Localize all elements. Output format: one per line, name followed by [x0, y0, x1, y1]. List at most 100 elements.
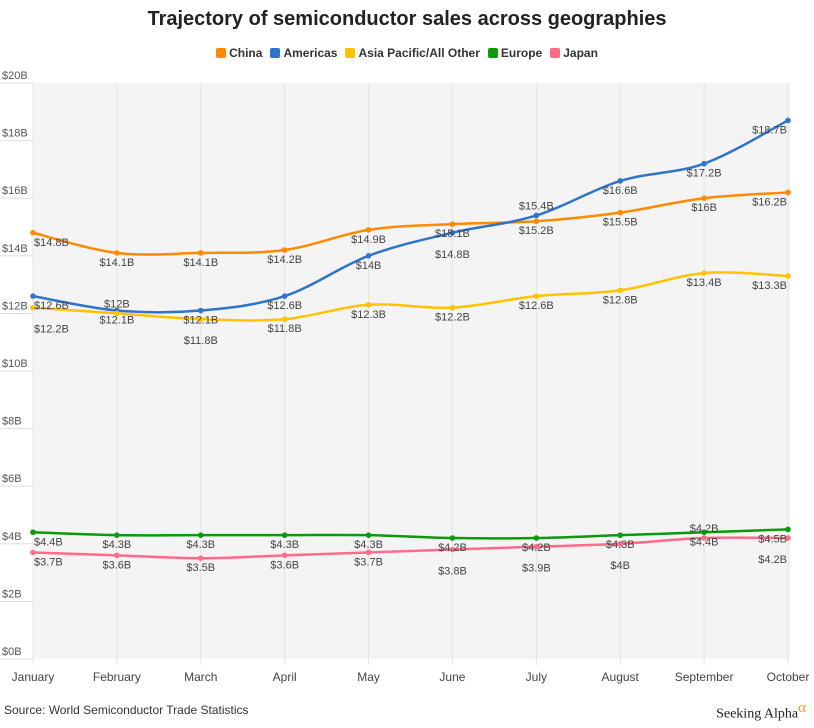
y-tick-label: $8B [2, 416, 22, 428]
data-label: $16B [691, 202, 717, 214]
y-tick-label: $14B [2, 243, 28, 255]
data-point [365, 549, 372, 556]
data-label: $14.1B [183, 257, 218, 269]
data-point [701, 529, 707, 536]
x-tick-label: May [357, 670, 380, 684]
legend-item[interactable]: China [216, 46, 262, 60]
x-tick-label: April [273, 670, 297, 684]
data-label: $16.6B [603, 185, 638, 197]
y-tick-label: $2B [2, 588, 22, 600]
legend-swatch [345, 48, 356, 58]
data-label: $4.3B [606, 539, 635, 551]
data-point [449, 546, 456, 553]
legend-label: Americas [283, 46, 338, 60]
data-label: $3.9B [522, 563, 551, 575]
data-label: $14.2B [267, 254, 302, 266]
legend-item[interactable]: Asia Pacific/All Other [345, 46, 480, 60]
data-label: $12.3B [351, 309, 386, 321]
legend-label: Europe [500, 46, 543, 60]
data-point [785, 273, 791, 279]
data-point [785, 189, 791, 196]
data-label: $4.3B [103, 539, 132, 551]
data-point [365, 532, 372, 538]
data-label: $3.6B [270, 559, 299, 571]
data-label: $4.5B [758, 533, 787, 545]
data-label: $12.6B [267, 300, 302, 312]
legend-label: Japan [563, 46, 598, 60]
y-tick-label: $6B [2, 473, 22, 485]
data-label: $14.8B [435, 249, 470, 261]
data-label: $14.1B [99, 257, 134, 269]
data-point [785, 535, 791, 541]
data-point [197, 307, 204, 314]
series-line [32, 528, 789, 540]
data-point [30, 529, 36, 536]
data-label: $4B [610, 560, 630, 572]
data-label: $4.2B [522, 542, 551, 554]
y-tick-label: $16B [2, 185, 28, 197]
legend-label: Asia Pacific/All Other [358, 46, 480, 60]
y-tick-label: $18B [2, 128, 28, 140]
data-label: $4.3B [354, 539, 383, 551]
data-label: $4.3B [270, 539, 299, 551]
x-tick-label: October [767, 670, 810, 684]
x-tick-label: June [439, 670, 465, 684]
data-label: $15.4B [519, 200, 554, 212]
x-tick-label: January [12, 670, 55, 684]
data-label: $14.9B [351, 234, 386, 246]
data-point [30, 304, 36, 311]
data-point [785, 526, 791, 533]
data-label: $12B [104, 298, 130, 310]
data-point [197, 316, 204, 322]
data-point [701, 270, 707, 276]
data-point [365, 227, 372, 233]
data-point [197, 532, 204, 538]
data-point [449, 535, 456, 541]
data-point [281, 247, 288, 253]
data-label: $4.4B [34, 536, 63, 548]
data-point [281, 552, 288, 559]
data-point [197, 555, 204, 561]
data-point [365, 301, 372, 308]
data-point [701, 160, 707, 167]
legend-label: China [229, 46, 263, 60]
data-point [533, 212, 540, 219]
data-point [114, 310, 120, 317]
data-label: $14.8B [34, 237, 69, 249]
data-label: $4.4B [690, 536, 719, 548]
data-point [449, 221, 456, 227]
data-label: $12.6B [34, 300, 69, 312]
legend-item[interactable]: Americas [270, 46, 337, 60]
data-point [114, 552, 120, 559]
y-tick-label: $0B [2, 646, 22, 658]
legend: China Americas Asia Pacific/All Other Europ… [0, 46, 814, 60]
x-tick-label: August [602, 670, 640, 684]
data-point [533, 543, 540, 550]
legend-item[interactable]: Japan [550, 46, 598, 60]
data-point [30, 229, 36, 236]
x-tick-label: February [93, 670, 141, 684]
data-point [785, 117, 791, 124]
data-label: $12.6B [519, 300, 554, 312]
legend-swatch [487, 48, 498, 58]
data-point [197, 250, 204, 256]
data-label: $13.3B [752, 280, 787, 292]
data-label: $13.4B [687, 277, 722, 289]
series-line [32, 119, 789, 314]
y-tick-label: $12B [2, 300, 28, 312]
data-point [701, 195, 707, 201]
x-tick-label: March [184, 670, 217, 684]
data-label: $3.7B [34, 556, 63, 568]
data-point [30, 549, 36, 556]
data-label: $3.5B [186, 562, 215, 574]
data-label: $15.5B [603, 217, 638, 229]
series-line [32, 271, 789, 322]
data-label: $12.2B [34, 324, 69, 336]
source-note: Source: World Semiconductor Trade Statis… [4, 703, 249, 717]
series-line [32, 536, 789, 560]
x-tick-label: July [526, 670, 547, 684]
legend-item[interactable]: Europe [487, 46, 543, 60]
y-tick-label: $10B [2, 358, 28, 370]
data-point [617, 532, 624, 538]
